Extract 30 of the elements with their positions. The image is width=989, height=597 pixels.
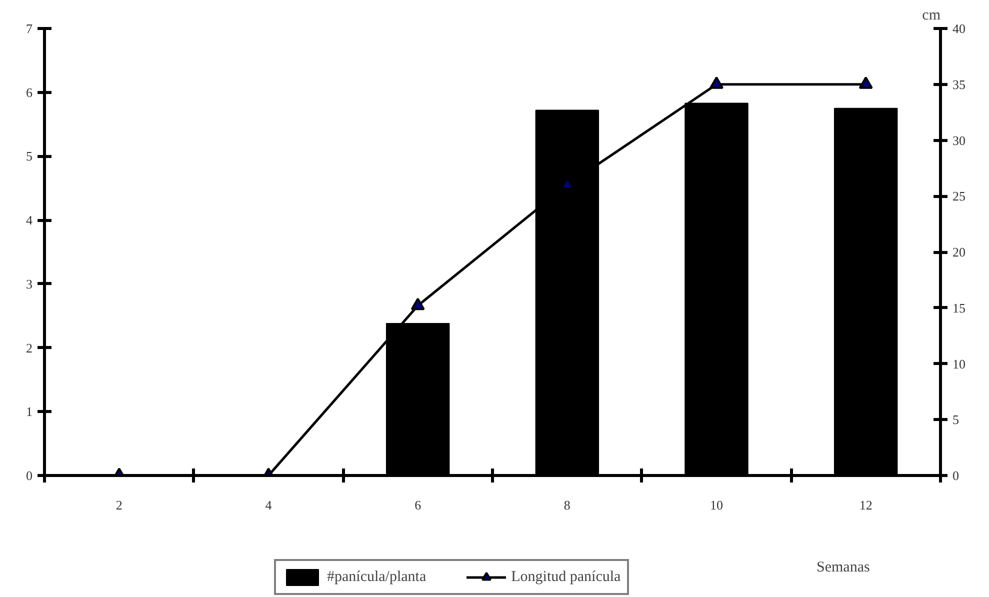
y2-axis-title: cm (922, 8, 941, 24)
y-tick-label: 4 (26, 212, 33, 228)
x-tick-label: 2 (116, 498, 122, 512)
y-tick-label: 5 (26, 148, 32, 164)
y-tick-label: 1 (26, 404, 32, 420)
y2-tick-label: 5 (952, 412, 959, 428)
point (858, 76, 873, 89)
legend-label: #panícula/planta (327, 568, 426, 586)
x-tick-label: 4 (265, 498, 272, 512)
y-tick-label: 2 (26, 340, 32, 356)
x-tick-label: 10 (710, 498, 723, 512)
y2-tick-label: 20 (952, 244, 966, 260)
x-tick-label: 12 (859, 498, 872, 512)
y-tick-label: 6 (26, 84, 33, 100)
point (410, 298, 425, 310)
y-tick-label: 0 (26, 468, 32, 483)
y2-tick-label: 35 (952, 76, 966, 92)
y2-tick-label: 10 (952, 356, 966, 372)
y-tick-label: 3 (26, 276, 32, 292)
y-tick-label: 7 (26, 21, 33, 36)
y2-tick-label: 40 (952, 21, 966, 36)
y2-tick-label: 15 (952, 300, 966, 316)
point (710, 76, 724, 89)
x-tick-label: 8 (564, 498, 570, 512)
y2-tick-label: 25 (952, 188, 966, 204)
x-axis-title: Semanas (816, 560, 870, 576)
y2-tick-label: 30 (952, 132, 966, 148)
legend-label: Longitud panícula (511, 568, 621, 586)
x-tick-label: 6 (414, 498, 422, 512)
y2-tick-label: 0 (952, 468, 959, 483)
